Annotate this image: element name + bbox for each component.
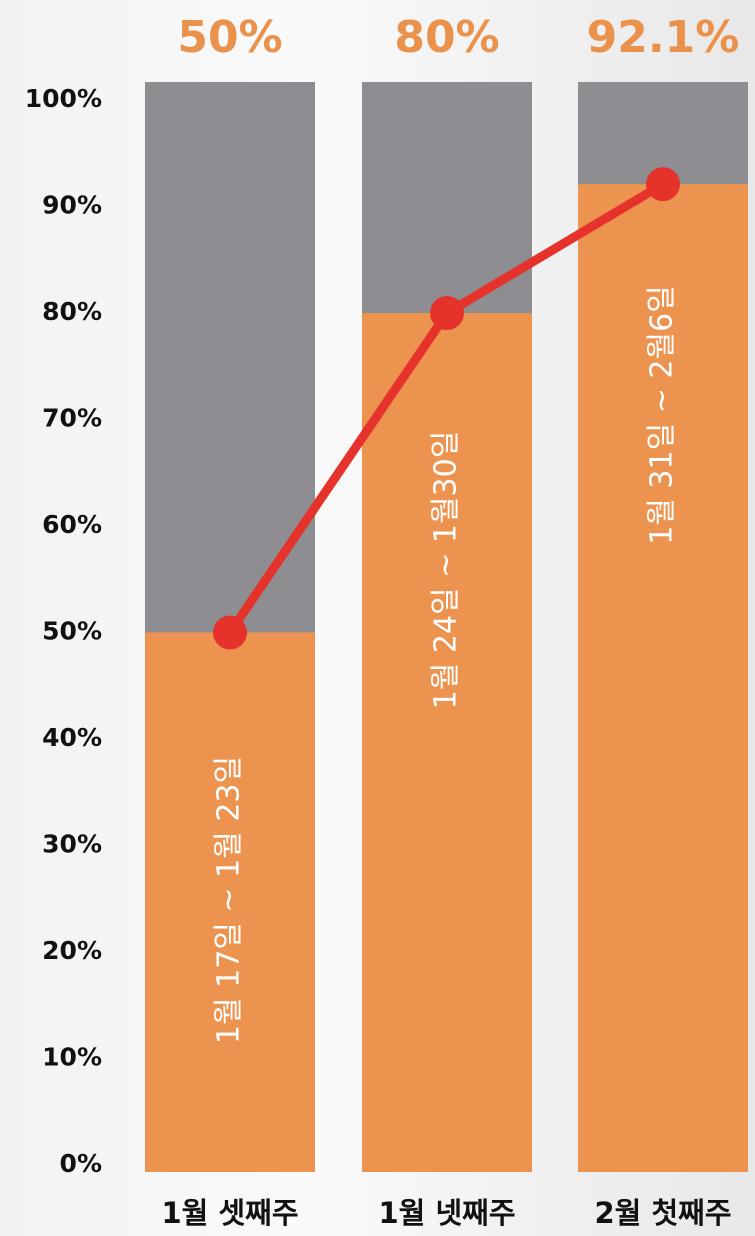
- x-tick-label: 2월 첫째주: [595, 1196, 732, 1230]
- value-label: 80%: [394, 12, 499, 63]
- value-label: 92.1%: [587, 12, 740, 63]
- y-tick-label: 30%: [42, 830, 102, 859]
- bar: [362, 313, 532, 1172]
- y-tick-label: 0%: [60, 1149, 102, 1178]
- y-tick-label: 10%: [42, 1043, 102, 1072]
- y-tick-label: 40%: [42, 723, 102, 752]
- bar-date-label: 1월 17일 ~ 1월 23일: [212, 756, 247, 1044]
- y-tick-label: 50%: [42, 617, 102, 646]
- bar-date-label: 1월 31일 ~ 2월6일: [645, 285, 680, 545]
- line-marker: [430, 296, 464, 330]
- y-tick-label: 70%: [42, 404, 102, 433]
- y-tick-label: 20%: [42, 936, 102, 965]
- line-marker: [213, 615, 247, 650]
- bar: [145, 632, 315, 1172]
- value-label: 50%: [177, 12, 282, 63]
- bar-date-label: 1월 24일 ~ 1월30일: [429, 431, 464, 710]
- bar: [578, 184, 748, 1172]
- line-marker: [646, 167, 680, 202]
- y-tick-label: 80%: [42, 297, 102, 326]
- y-tick-label: 60%: [42, 510, 102, 539]
- y-tick-label: 100%: [25, 84, 102, 113]
- y-tick-label: 90%: [42, 191, 102, 220]
- x-tick-label: 1월 넷째주: [379, 1196, 516, 1230]
- x-tick-label: 1월 셋째주: [162, 1196, 299, 1230]
